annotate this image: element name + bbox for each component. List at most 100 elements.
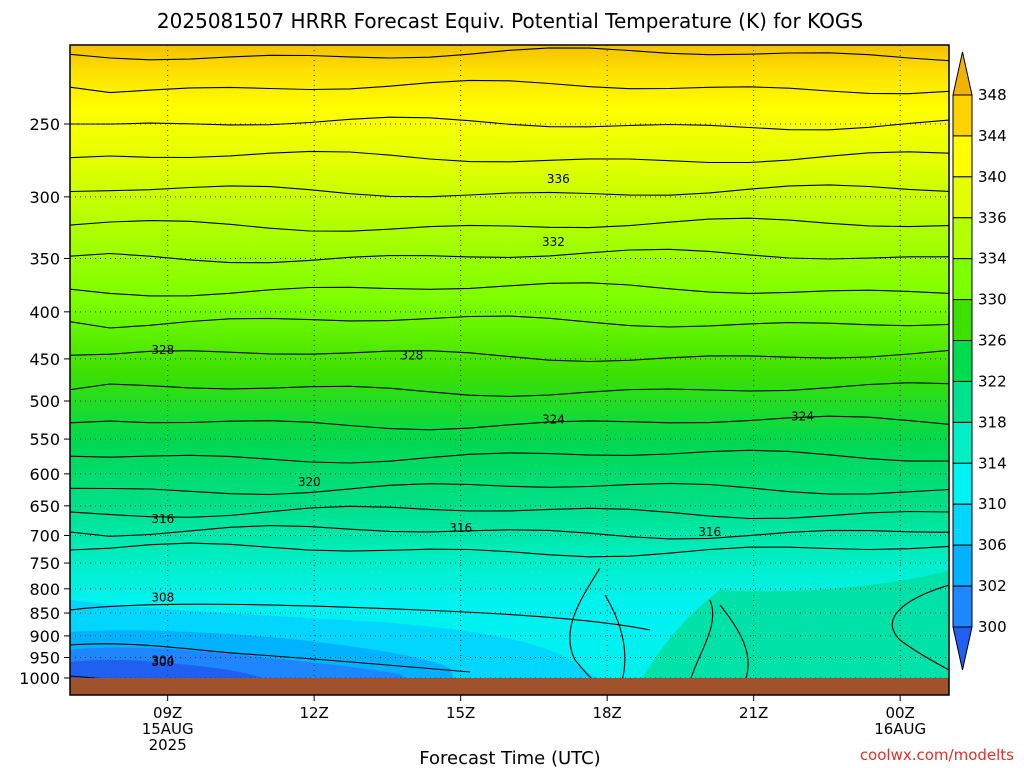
colorbar-swatch: [952, 585, 973, 628]
isoline: [70, 217, 949, 232]
colorbar-swatch: [952, 462, 973, 505]
isoline-lowlevel: [70, 643, 471, 673]
y-tick-label: 1000: [19, 669, 60, 688]
y-tick-label: 550: [29, 430, 60, 449]
colorbar-swatch: [952, 340, 973, 382]
isoline: [70, 248, 949, 264]
colorbar-label: 334: [978, 250, 1007, 268]
plot-frame: [69, 44, 950, 696]
contour-label: 328: [151, 343, 174, 357]
x-tick-label: 15AUG: [142, 720, 194, 738]
colorbar-label: 306: [978, 536, 1007, 554]
x-tick-label: 18Z: [592, 704, 621, 722]
contour-label: 324: [791, 410, 814, 424]
colorbar-label: 322: [978, 372, 1007, 390]
contour-label: 316: [151, 512, 174, 526]
grid-lines: [70, 45, 949, 679]
y-tick-label: 300: [29, 188, 60, 207]
y-tick-label: 500: [29, 392, 60, 411]
isoline: [70, 150, 949, 164]
isoline-lowlevel: [70, 709, 440, 740]
isoline: [70, 542, 949, 558]
x-tick-label: 21Z: [739, 704, 768, 722]
x-tick-label: 16AUG: [874, 720, 926, 738]
theta-e-field: [70, 45, 949, 681]
colorbar-label: 314: [978, 454, 1007, 472]
isoline: [70, 382, 949, 397]
isoline: [70, 184, 949, 198]
y-tick-label: 700: [29, 526, 60, 545]
colorbar-label: 310: [978, 495, 1007, 513]
isoline-lowlevel: [689, 599, 714, 681]
isoline: [70, 349, 949, 363]
colorbar-swatch: [952, 135, 973, 178]
isoline: [70, 79, 949, 95]
isoline: [70, 116, 949, 131]
y-tick-label: 600: [29, 465, 60, 484]
y-tick-label: 800: [29, 580, 60, 599]
isoline: [70, 315, 949, 329]
contour-label: 316: [698, 525, 721, 539]
x-tick-label: 09Z: [153, 704, 182, 722]
isoline: [70, 47, 949, 62]
cool-pool-deep: [70, 659, 270, 681]
colorbar-label: 336: [978, 209, 1007, 227]
colorbar-label: 330: [978, 291, 1007, 309]
y-tick-label: 400: [29, 303, 60, 322]
colorbar-swatch: [952, 258, 973, 301]
y-tick-label: 950: [29, 649, 60, 668]
colorbar-arrow-top: [952, 51, 973, 96]
contour-label: 304: [151, 653, 174, 667]
colorbar: 348 344 340 336 334 330 326 322 318 314 310 306 302 3…: [952, 51, 1007, 671]
y-tick-label: 350: [29, 249, 60, 268]
terrain-strip: [70, 678, 949, 695]
colorbar-label: 326: [978, 332, 1007, 350]
colorbar-label: 318: [978, 413, 1007, 431]
colorbar-swatch: [952, 299, 973, 342]
colorbar-swatch: [952, 380, 973, 423]
y-tick-label: 250: [29, 115, 60, 134]
contour-label: 316: [449, 521, 472, 535]
colorbar-label: 302: [978, 577, 1007, 595]
isoline-lowlevel: [891, 584, 949, 671]
isoline: [70, 505, 949, 520]
contour-label: 336: [547, 172, 570, 186]
isoline: [70, 415, 949, 431]
colorbar-label: 348: [978, 86, 1007, 104]
isoline-lowlevel: [719, 604, 749, 681]
contour-label: 308: [151, 591, 174, 605]
y-axis: 250 300 350 400 450 500 550 600 650 700 750 800 850 9…: [19, 115, 70, 688]
colorbar-arrow-bottom: [952, 626, 973, 671]
colorbar-swatch: [952, 176, 973, 219]
x-tick-label: 00Z: [885, 704, 914, 722]
credit-text: coolwx.com/modelts: [860, 746, 1014, 764]
contour-label: 324: [542, 413, 565, 427]
isoline: [70, 482, 949, 496]
y-tick-label: 900: [29, 627, 60, 646]
colorbar-swatch: [952, 421, 973, 464]
x-tick-label: 2025: [149, 736, 187, 754]
isoline-lowlevel: [604, 594, 626, 681]
colorbar-swatch: [952, 544, 973, 587]
colorbar-swatch: [952, 503, 973, 546]
contour-label: 332: [542, 235, 565, 249]
contour-lines: [70, 47, 949, 740]
x-tick-label: 15Z: [446, 704, 475, 722]
isoline: [70, 449, 949, 464]
colorbar-label: 340: [978, 168, 1007, 186]
chart-title: 2025081507 HRRR Forecast Equiv. Potentia…: [157, 9, 863, 33]
x-tick-label: 12Z: [299, 704, 328, 722]
contour-label: 328: [400, 348, 423, 362]
y-tick-label: 750: [29, 554, 60, 573]
colorbar-swatch: [952, 94, 973, 137]
colorbar-label: 300: [978, 618, 1007, 636]
colorbar-swatch: [952, 217, 973, 260]
y-tick-label: 650: [29, 497, 60, 516]
isoline: [70, 525, 949, 540]
y-tick-label: 450: [29, 350, 60, 369]
isoline-lowlevel: [70, 603, 651, 631]
